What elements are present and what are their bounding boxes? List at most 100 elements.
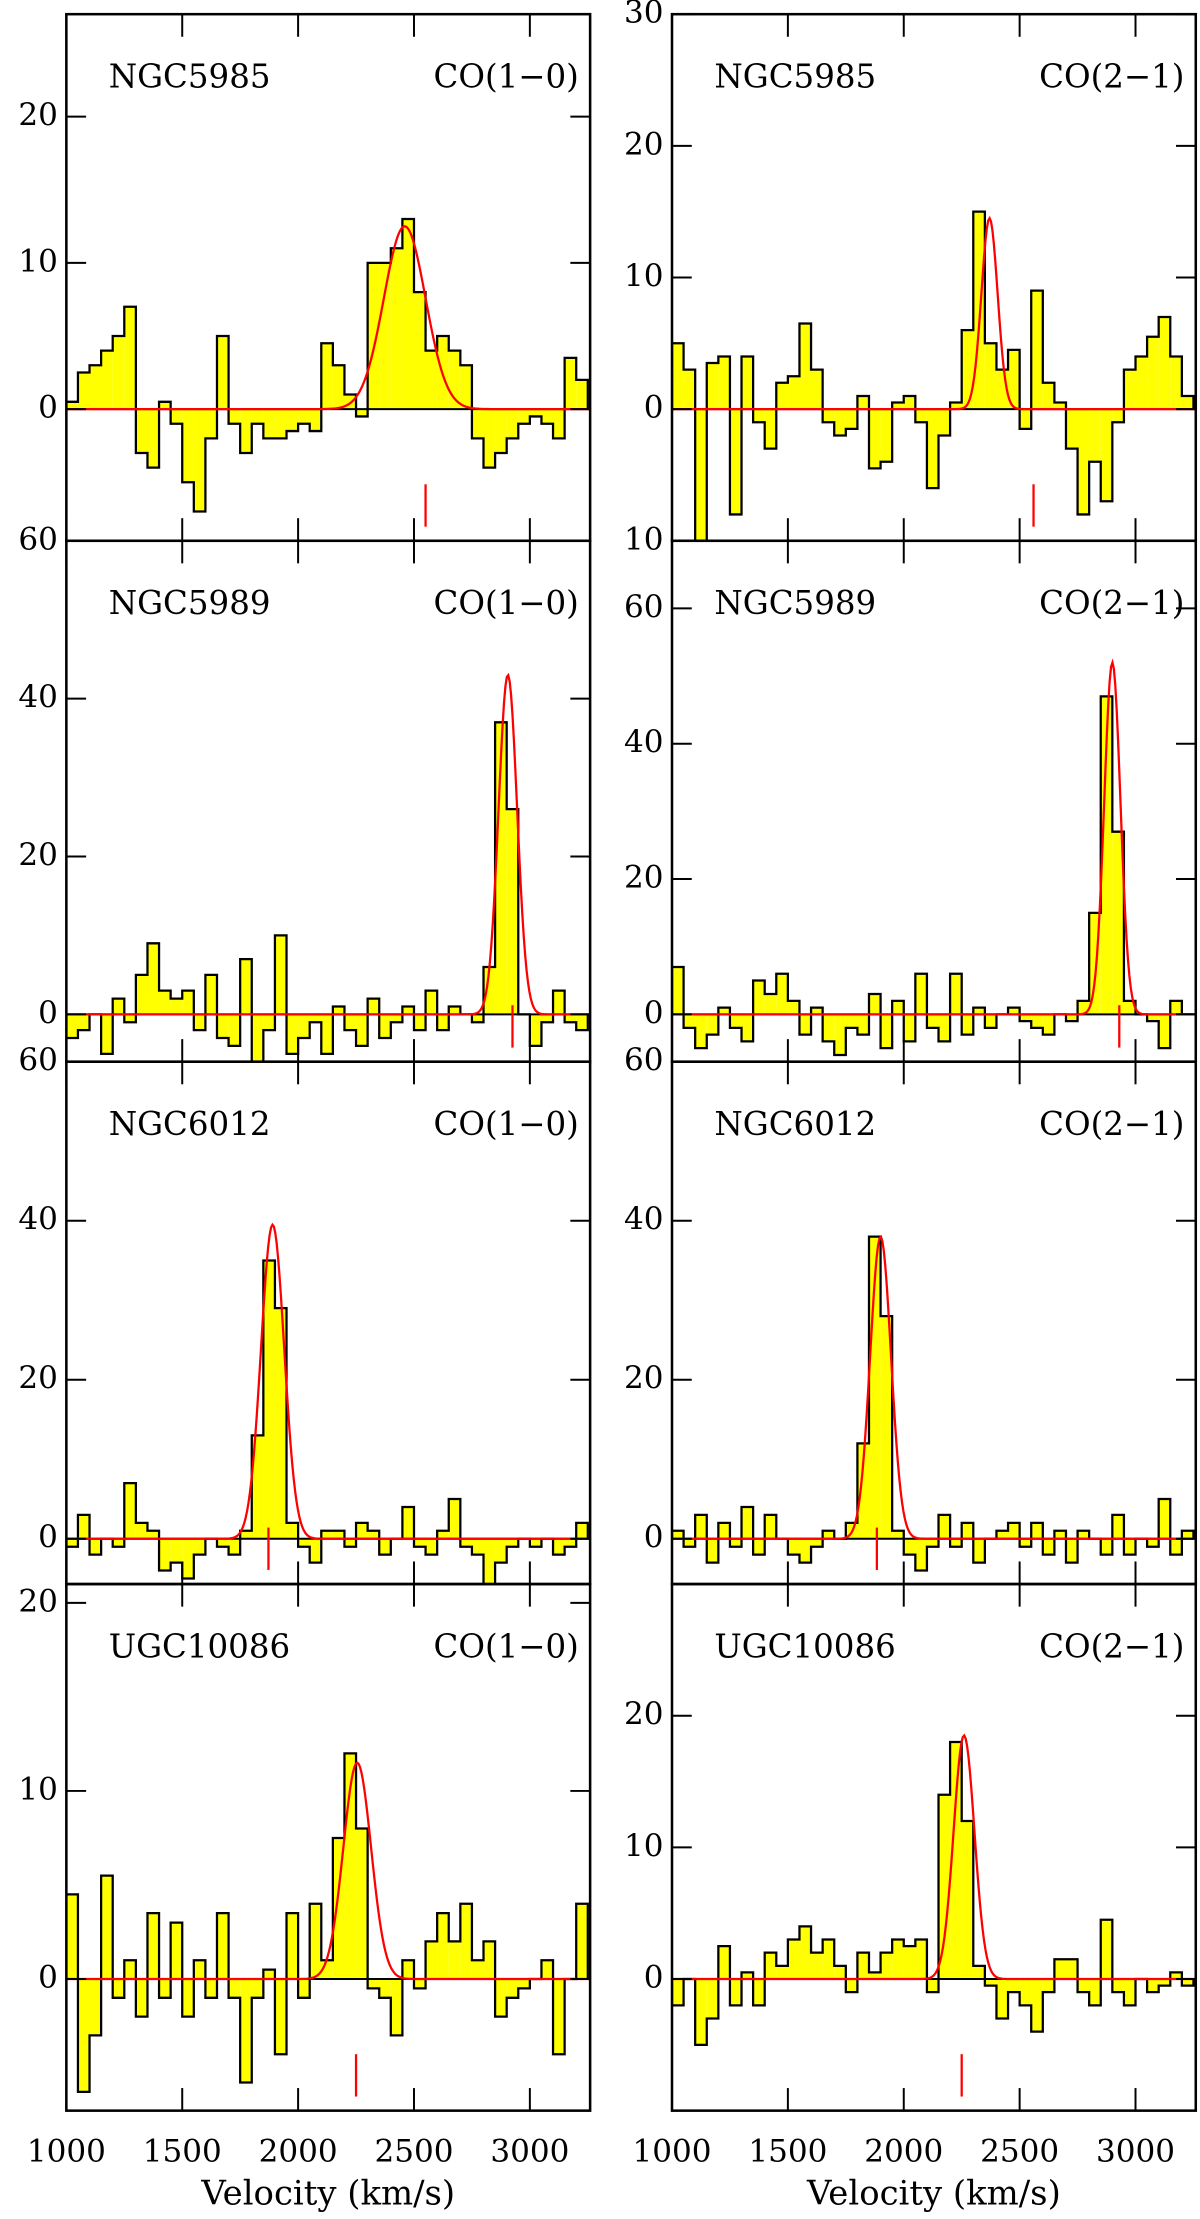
bar	[1054, 1959, 1066, 1980]
bar	[448, 1006, 461, 1015]
bar	[367, 998, 380, 1015]
bar	[216, 335, 229, 410]
bar	[251, 409, 264, 424]
step-outline	[66, 1259, 589, 1585]
bar	[729, 1014, 742, 1028]
y-tick-label: 20	[18, 97, 58, 133]
bar	[1147, 1979, 1159, 1993]
bar	[228, 1979, 241, 1998]
bar	[182, 990, 194, 1015]
bar	[1042, 1979, 1055, 1993]
bar	[753, 409, 765, 423]
bar	[880, 1014, 893, 1049]
y-tick-label: 0	[38, 1960, 58, 1996]
bar	[147, 943, 160, 1015]
y-tick-label: 0	[644, 1519, 664, 1555]
bar	[764, 409, 777, 449]
line-label: CO(2−1)	[1039, 584, 1184, 622]
bar	[753, 1979, 765, 2006]
galaxy-label: NGC5989	[109, 584, 271, 622]
y-tick-label: 60	[18, 1042, 58, 1078]
bar	[1054, 1530, 1066, 1539]
bar	[564, 1538, 577, 1547]
bar	[553, 1538, 565, 1555]
bar	[1019, 1014, 1032, 1022]
line-label: CO(1−0)	[433, 1628, 578, 1666]
bar	[1181, 1979, 1194, 1986]
bar	[553, 409, 565, 439]
step-outline	[66, 217, 589, 513]
bar	[529, 409, 542, 417]
bar	[274, 1308, 287, 1539]
bar	[926, 1538, 939, 1547]
bar	[753, 1538, 765, 1555]
bar	[672, 966, 684, 1015]
bar	[274, 935, 287, 1015]
bar	[101, 1875, 113, 1980]
bar	[996, 1530, 1009, 1539]
bar	[193, 409, 206, 512]
bar	[799, 1926, 812, 1980]
gaussian-fit	[66, 672, 591, 1016]
bar	[961, 1522, 974, 1539]
bar	[1031, 1014, 1043, 1028]
bar	[880, 1316, 893, 1539]
bar	[228, 1538, 241, 1555]
y-tick-label: 40	[624, 1201, 664, 1237]
x-tick-label: 1000	[632, 2134, 711, 2170]
galaxy-label: NGC6012	[714, 1105, 876, 1143]
bar	[1031, 1522, 1043, 1539]
bar	[915, 973, 927, 1015]
bar	[1077, 409, 1090, 515]
bar	[240, 959, 252, 1015]
bar	[822, 1014, 835, 1042]
bar	[706, 363, 719, 410]
bar	[903, 1014, 916, 1042]
bar	[764, 994, 777, 1015]
x-axis-label: Velocity (km/s)	[200, 2173, 455, 2212]
bar	[973, 1538, 985, 1563]
line-label: CO(2−1)	[1039, 58, 1184, 96]
bar	[868, 1972, 881, 1980]
bar	[1158, 1979, 1171, 1986]
x-tick-label: 2500	[980, 2134, 1059, 2170]
bar	[147, 409, 160, 468]
bar	[506, 409, 519, 439]
bar	[1077, 1000, 1090, 1015]
bar	[1112, 831, 1124, 1015]
bar	[1019, 409, 1032, 429]
panel-frame	[65, 1582, 592, 2112]
bar	[1019, 1538, 1032, 1547]
bar	[379, 1014, 391, 1039]
bar	[868, 409, 881, 469]
galaxy-label: NGC5989	[714, 584, 876, 622]
bar	[483, 1538, 496, 1585]
bar	[286, 1913, 299, 1980]
bar	[170, 1538, 183, 1563]
y-tick-label: 10	[18, 1771, 58, 1807]
bar	[89, 365, 102, 410]
bar	[402, 1006, 414, 1015]
bar	[753, 980, 765, 1015]
bar	[1031, 1979, 1043, 2032]
bar	[402, 1506, 414, 1539]
bar	[857, 1014, 869, 1035]
bar	[356, 1522, 368, 1539]
bar	[495, 1538, 507, 1563]
y-tick-label: 40	[18, 679, 58, 715]
bar	[101, 350, 113, 410]
bar	[973, 1007, 985, 1015]
bar	[984, 1979, 997, 1986]
y-tick-label: 20	[624, 126, 664, 162]
bar	[1181, 1530, 1194, 1539]
bar	[683, 369, 696, 410]
bar	[1077, 1530, 1090, 1539]
bar	[112, 335, 125, 410]
bar	[903, 1538, 916, 1555]
y-tick-label: 20	[624, 860, 664, 896]
bar	[799, 1014, 812, 1035]
bar	[309, 1014, 322, 1023]
bar	[193, 1538, 206, 1555]
bar	[857, 1952, 869, 1980]
bar	[1170, 1000, 1182, 1015]
